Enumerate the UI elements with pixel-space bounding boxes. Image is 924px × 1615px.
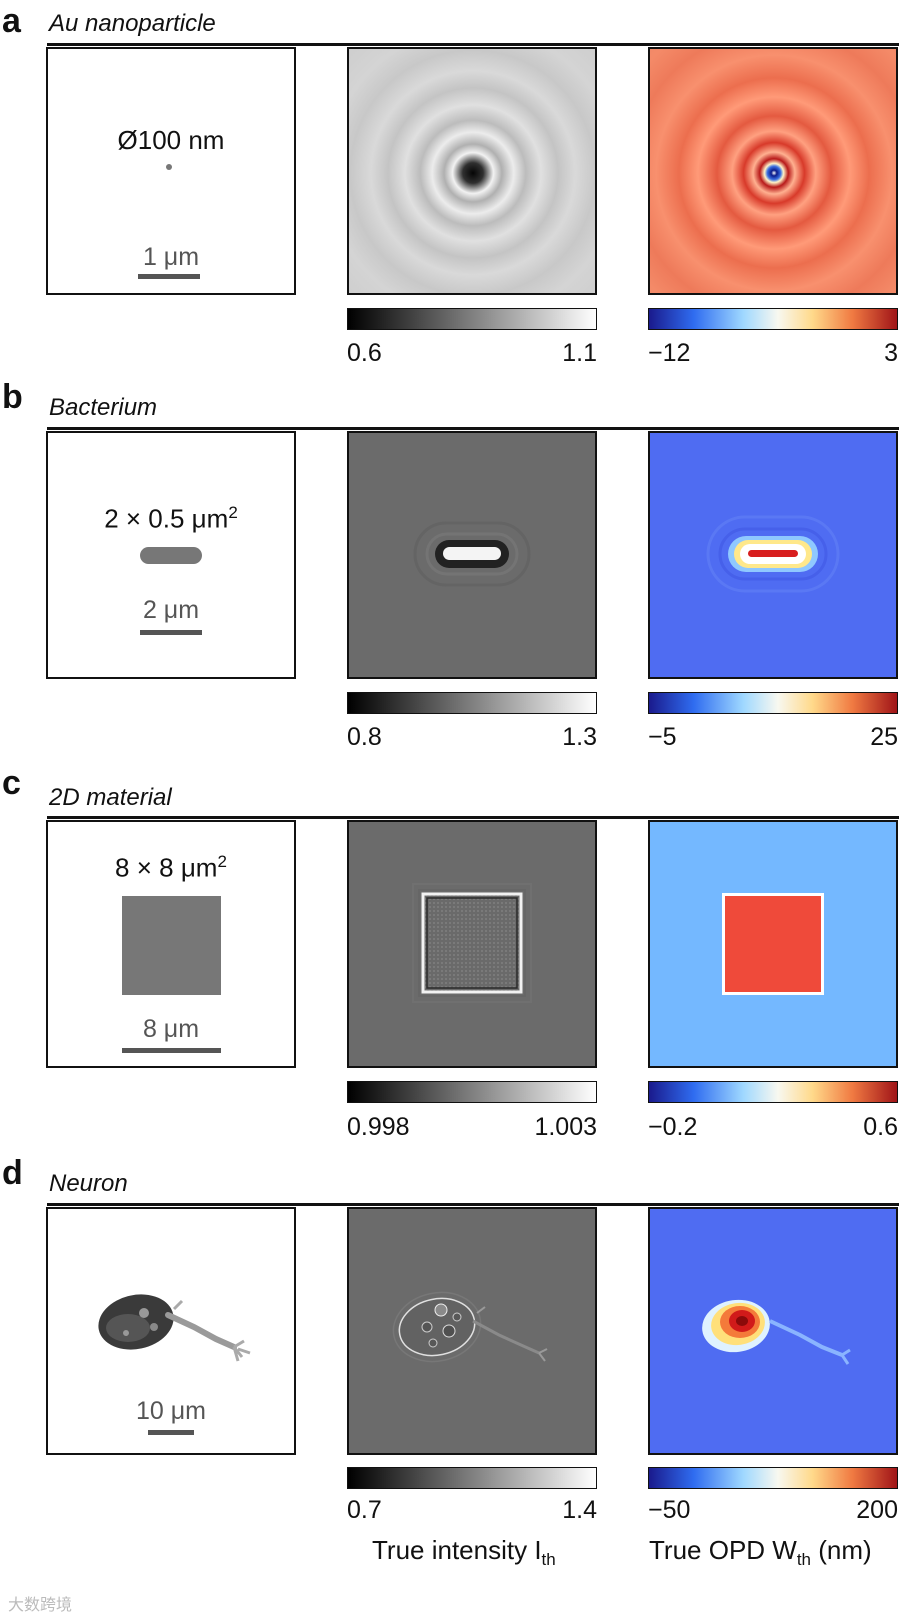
panel-title-a: Au nanoparticle	[49, 10, 216, 37]
intensity-max-d: 1.4	[562, 1496, 597, 1524]
panel-rule-c	[47, 816, 899, 819]
intensity-max-a: 1.1	[562, 339, 597, 367]
intensity-colorbar-d	[347, 1467, 597, 1489]
opd-colorbar-d	[648, 1467, 898, 1489]
material-square	[122, 896, 221, 995]
opd-min-c: −0.2	[648, 1113, 698, 1141]
panel-title-d: Neuron	[49, 1170, 128, 1197]
schematic-c: 8 × 8 μm2 8 μm	[46, 820, 296, 1068]
nanoparticle-dot	[166, 164, 172, 170]
intensity-max-b: 1.3	[562, 723, 597, 751]
dimension-text: 8 × 8 μm	[115, 852, 218, 883]
opd-image-d	[648, 1207, 898, 1455]
schematic-dimension-label: 8 × 8 μm2	[48, 852, 294, 884]
opd-max-b: 25	[870, 723, 898, 751]
intensity-axis-title: True intensity Ith	[372, 1537, 556, 1568]
scalebar-label: 1 μm	[142, 243, 200, 271]
opd-colorbar-a	[648, 308, 898, 330]
scalebar	[138, 274, 200, 279]
intensity-image-c	[347, 820, 597, 1068]
scalebar-label: 10 μm	[136, 1397, 206, 1425]
intensity-min-c: 0.998	[347, 1113, 410, 1141]
panel-title-c: 2D material	[49, 784, 172, 811]
panel-rule-b	[47, 427, 899, 430]
opd-min-d: −50	[648, 1496, 691, 1524]
panel-letter-d: d	[2, 1154, 23, 1192]
panel-title-b: Bacterium	[49, 394, 158, 421]
schematic-dimension-label: 2 × 0.5 μm2	[48, 503, 294, 535]
panel-letter-a: a	[2, 2, 21, 40]
panel-letter-c: c	[2, 764, 21, 802]
intensity-image-a	[347, 47, 597, 295]
panel-letter-b: b	[2, 378, 23, 416]
opd-colorbar-b	[648, 692, 898, 714]
opd-axis-title: True OPD Wth (nm)	[649, 1537, 872, 1568]
schematic-a: Ø100 nm 1 μm	[46, 47, 296, 295]
opd-axis-subscript: th	[796, 1550, 812, 1570]
bacterium-shape	[140, 547, 202, 564]
opd-image-b	[648, 431, 898, 679]
opd-image-a	[648, 47, 898, 295]
opd-colorbar-c	[648, 1081, 898, 1103]
intensity-axis-text: True intensity I	[372, 1535, 542, 1565]
intensity-colorbar-a	[347, 308, 597, 330]
intensity-image-d	[347, 1207, 597, 1455]
panel-rule-a	[47, 43, 899, 46]
intensity-axis-subscript: th	[541, 1550, 556, 1570]
scalebar	[122, 1048, 221, 1053]
opd-min-a: −12	[648, 339, 691, 367]
intensity-colorbar-c	[347, 1081, 597, 1103]
scalebar	[148, 1430, 194, 1435]
watermark: 大数跨境	[8, 1597, 73, 1614]
opd-max-a: 3	[884, 339, 898, 367]
opd-axis-text: True OPD W	[649, 1535, 797, 1565]
dimension-superscript: 2	[217, 852, 227, 871]
opd-min-b: −5	[648, 723, 677, 751]
intensity-min-b: 0.8	[347, 723, 382, 751]
schematic-d: 10 μm	[46, 1207, 296, 1455]
opd-axis-unit: (nm)	[811, 1535, 872, 1565]
schematic-b: 2 × 0.5 μm2 2 μm	[46, 431, 296, 679]
intensity-min-d: 0.7	[347, 1496, 382, 1524]
intensity-image-b	[347, 431, 597, 679]
panel-rule-d	[47, 1203, 899, 1206]
dimension-superscript: 2	[228, 503, 238, 522]
opd-max-d: 200	[856, 1496, 898, 1524]
opd-image-c	[648, 820, 898, 1068]
scalebar	[140, 630, 202, 635]
schematic-dimension-label: Ø100 nm	[117, 125, 225, 155]
scalebar-label: 2 μm	[142, 596, 200, 624]
scalebar-label: 8 μm	[142, 1015, 200, 1043]
intensity-max-c: 1.003	[534, 1113, 597, 1141]
intensity-colorbar-b	[347, 692, 597, 714]
dimension-text: 2 × 0.5 μm	[104, 503, 229, 534]
opd-max-c: 0.6	[863, 1113, 898, 1141]
intensity-min-a: 0.6	[347, 339, 382, 367]
